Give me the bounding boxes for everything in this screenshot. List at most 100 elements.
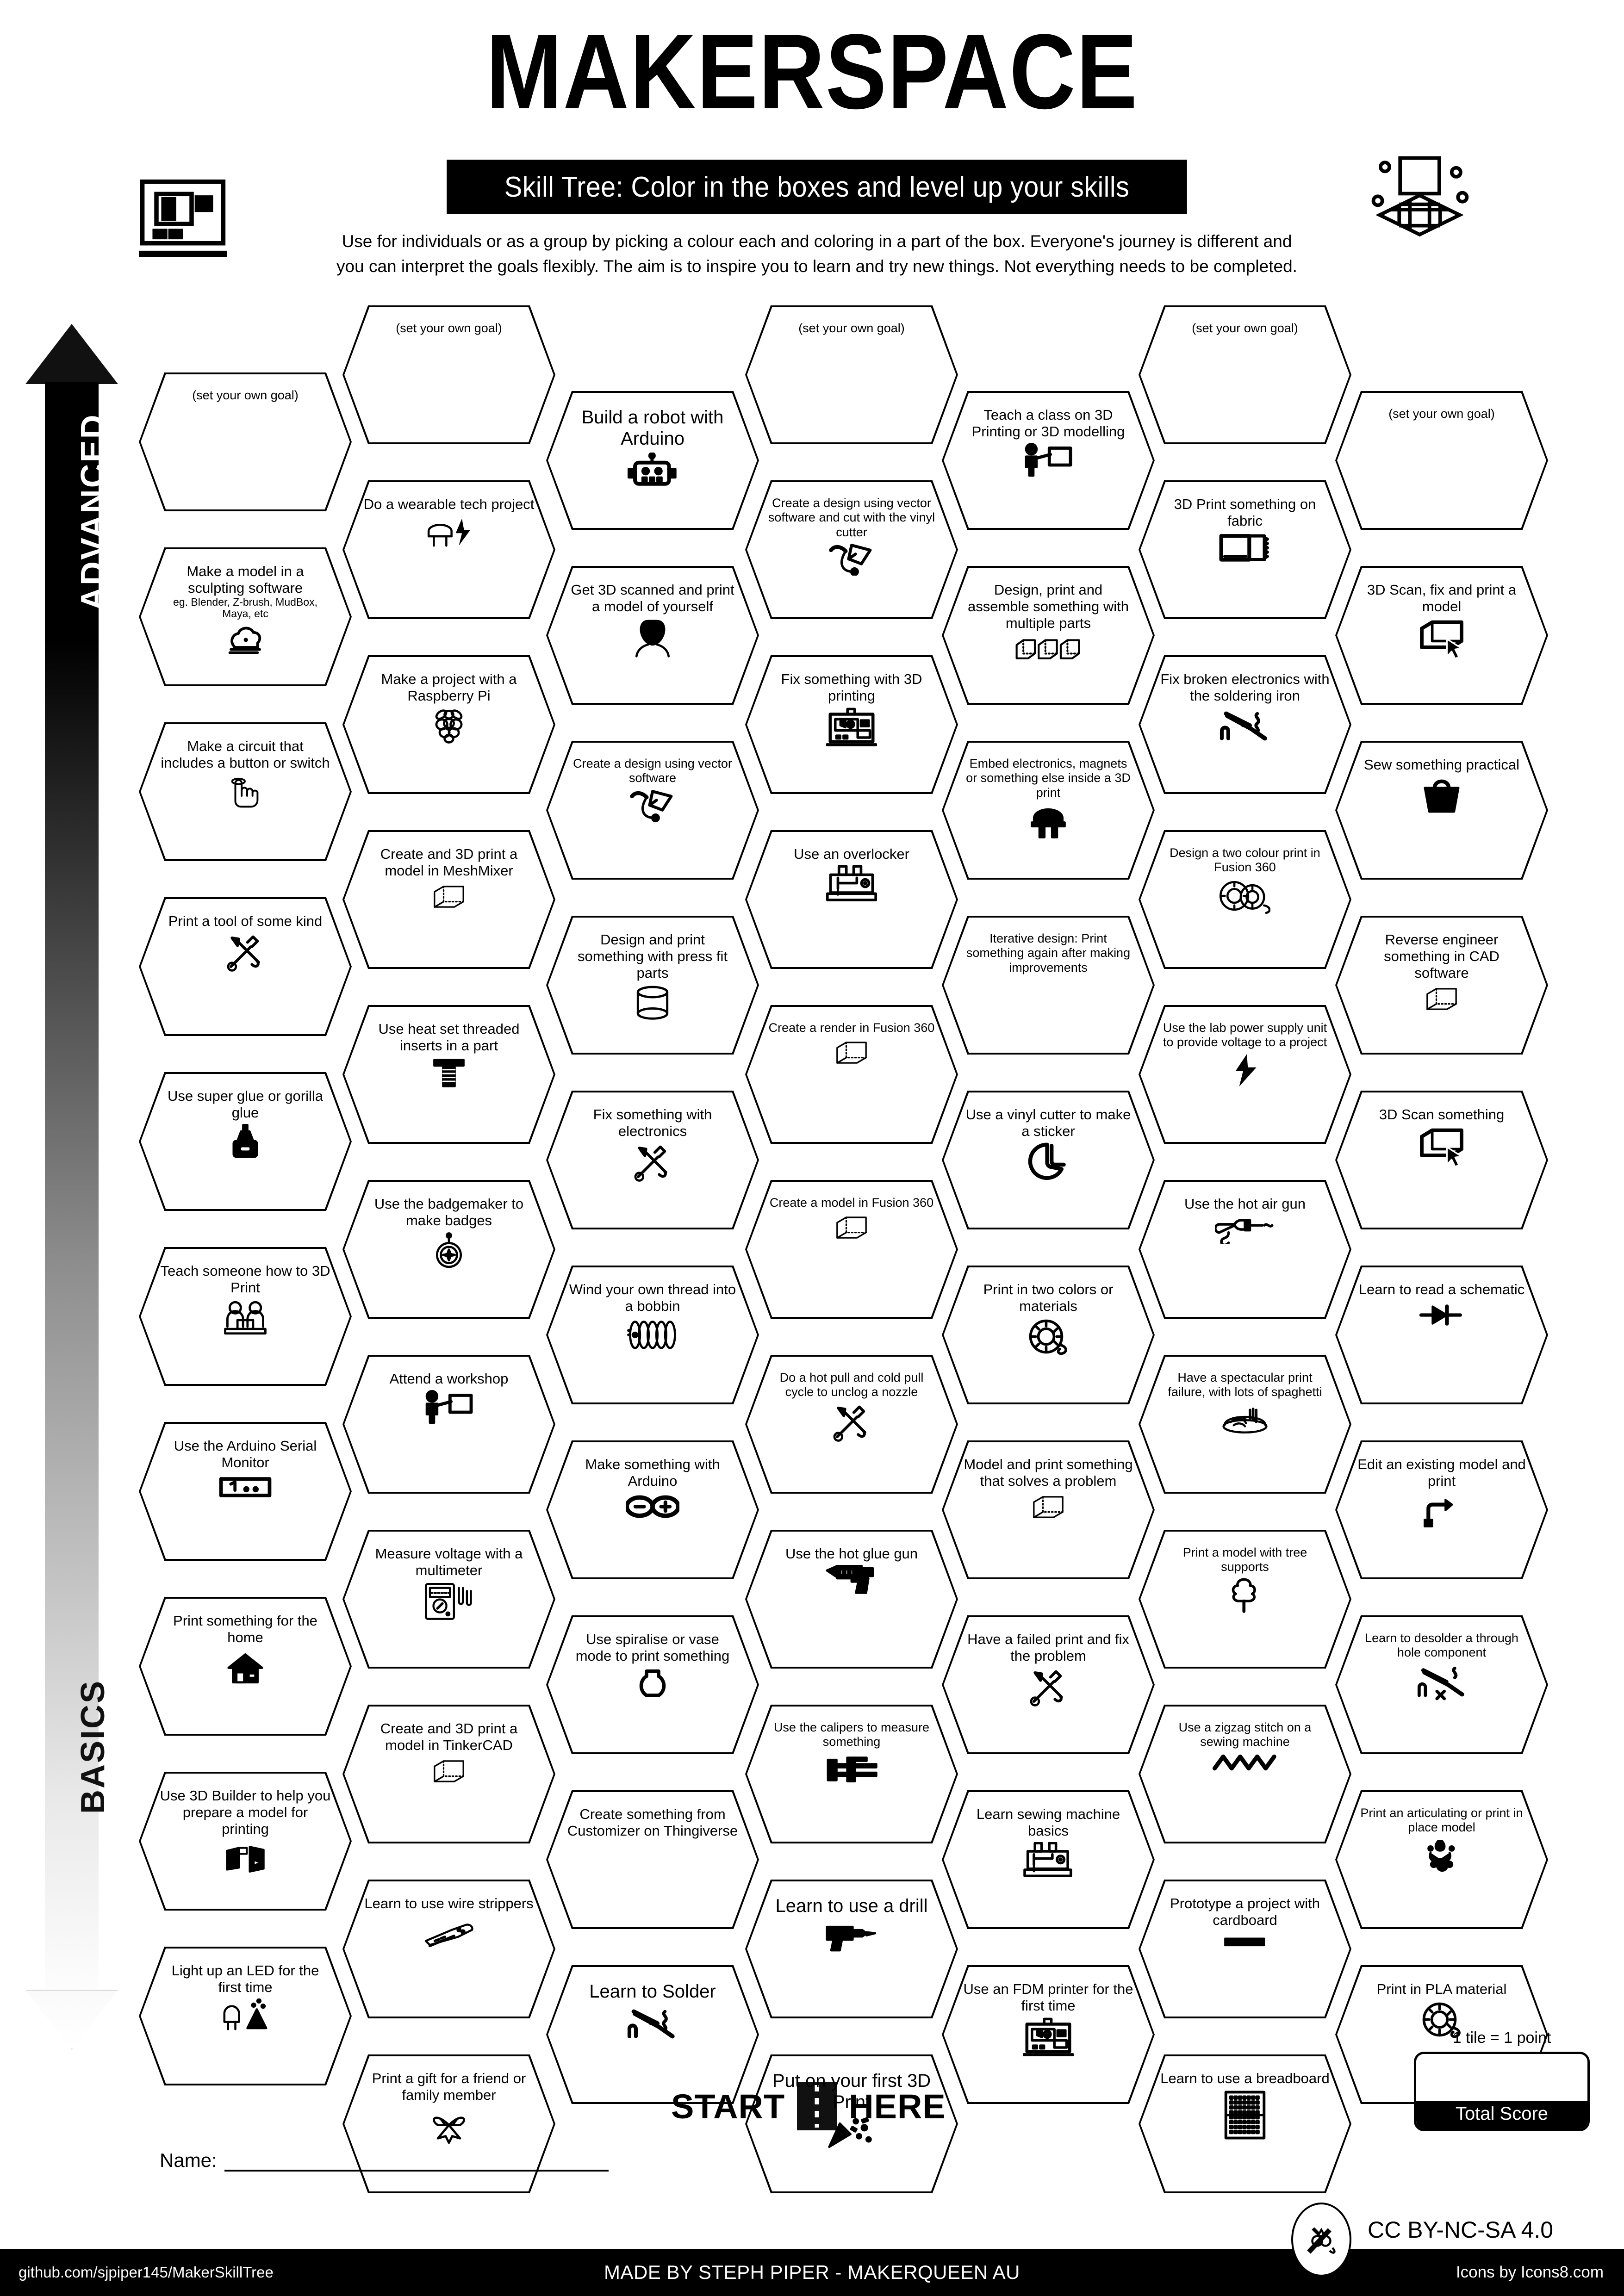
- tile-fill: [1140, 832, 1350, 967]
- skill-tile[interactable]: Use super glue or gorilla glue: [139, 1072, 352, 1211]
- skill-tile[interactable]: Edit an existing model and print: [1335, 1440, 1548, 1579]
- tile-fill: [344, 1881, 554, 2017]
- tile-fill: [1140, 1706, 1350, 1842]
- skill-tile-label: Embed electronics, magnets or something …: [966, 757, 1131, 800]
- skill-tile[interactable]: Learn to read a schematic: [1335, 1266, 1548, 1404]
- skill-tile[interactable]: Use the lab power supply unit to provide…: [1139, 1005, 1351, 1144]
- footer-icons-credit[interactable]: Icons by Icons8.com: [1456, 2263, 1604, 2281]
- score-input[interactable]: [1416, 2054, 1587, 2101]
- skill-tile[interactable]: Do a hot pull and cold pull cycle to unc…: [745, 1355, 958, 1494]
- skill-tile[interactable]: Teach a class on 3D Printing or 3D model…: [942, 391, 1155, 530]
- skill-tile[interactable]: Create a model in Fusion 360: [745, 1180, 958, 1319]
- skill-tile[interactable]: Wind your own thread into a bobbin: [546, 1266, 759, 1404]
- skill-tile[interactable]: (set your own goal): [1335, 391, 1548, 530]
- skill-tile-label: Use an FDM printer for the first time: [963, 1981, 1133, 2014]
- skill-tile[interactable]: Use a zigzag stitch on a sewing machine: [1139, 1705, 1351, 1843]
- skill-tile[interactable]: Learn to use a breadboard: [1139, 2054, 1351, 2193]
- skill-tile[interactable]: Print something for the home: [139, 1597, 352, 1736]
- skill-tile[interactable]: Create a design using vector software an…: [745, 480, 958, 619]
- skill-tile[interactable]: Create a design using vector software: [546, 741, 759, 880]
- skill-tile[interactable]: Use the hot air gun: [1139, 1180, 1351, 1319]
- skill-tile[interactable]: 3D Print something on fabric: [1139, 480, 1351, 619]
- skill-tile[interactable]: Use the badgemaker to make badges: [342, 1180, 555, 1319]
- skill-tile[interactable]: 3D Scan, fix and print a model: [1335, 566, 1548, 705]
- cc-license-badge-icon: [1291, 2203, 1351, 2277]
- skill-tile[interactable]: 3D Scan something: [1335, 1091, 1548, 1229]
- tree-icon: [1227, 1577, 1263, 1614]
- skill-tile-label: Print a model with tree supports: [1182, 1545, 1307, 1574]
- name-field-row[interactable]: Name:: [160, 2149, 609, 2172]
- skill-tile[interactable]: Create and 3D print a model in MeshMixer: [342, 830, 555, 969]
- skill-tile[interactable]: Use an overlocker: [745, 830, 958, 969]
- skill-tile[interactable]: Learn to use wire strippers: [342, 1880, 555, 2018]
- skill-tile[interactable]: Use the hot glue gun: [745, 1530, 958, 1669]
- skill-tile[interactable]: Do a wearable tech project: [342, 480, 555, 619]
- tile-fill: [944, 568, 1153, 703]
- skill-tile-label: Light up an LED for the first time: [171, 1962, 319, 1995]
- skill-tile[interactable]: Create something from Customizer on Thin…: [546, 1790, 759, 1929]
- skill-tile-label: Print an articulating or print in place …: [1360, 1806, 1523, 1835]
- skill-tile[interactable]: Make a model in a sculpting software eg. …: [139, 547, 352, 686]
- name-input-rule[interactable]: [224, 2167, 609, 2172]
- skill-tile[interactable]: (set your own goal): [1139, 305, 1351, 444]
- cube-grid-icon: [1370, 153, 1469, 245]
- screw-icon: [432, 1057, 466, 1088]
- skill-tile[interactable]: Print a tool of some kind: [139, 897, 352, 1036]
- skill-tile[interactable]: Measure voltage with a multimeter: [342, 1530, 555, 1669]
- skill-tile[interactable]: Learn to desolder a through hole compone…: [1335, 1615, 1548, 1754]
- zigzag-icon: [1213, 1752, 1277, 1773]
- skill-tile[interactable]: Model and print something that solves a …: [942, 1440, 1155, 1579]
- skill-tile[interactable]: Learn sewing machine basics: [942, 1790, 1155, 1929]
- skill-tile[interactable]: Build a robot with Arduino: [546, 391, 759, 530]
- skill-tile[interactable]: Make something with Arduino: [546, 1440, 759, 1579]
- skill-tile[interactable]: (set your own goal): [745, 305, 958, 444]
- skill-tile[interactable]: Iterative design: Print something again …: [942, 916, 1155, 1055]
- skill-tile[interactable]: Light up an LED for the first time: [139, 1947, 352, 2085]
- skill-tile[interactable]: Make a circuit that includes a button or…: [139, 722, 352, 861]
- skill-tile[interactable]: Print a model with tree supports: [1139, 1530, 1351, 1669]
- skill-tile[interactable]: Sew something practical: [1335, 741, 1548, 880]
- skill-tile[interactable]: Use a vinyl cutter to make a sticker: [942, 1091, 1155, 1229]
- glue-bottle-icon: [228, 1123, 262, 1160]
- skill-tile[interactable]: Fix something with 3D printing: [745, 655, 958, 794]
- skill-tile[interactable]: Embed electronics, magnets or something …: [942, 741, 1155, 880]
- subtitle-banner: Skill Tree: Color in the boxes and level…: [447, 160, 1187, 214]
- skill-tile[interactable]: Create and 3D print a model in TinkerCAD: [342, 1705, 555, 1843]
- skill-tile[interactable]: Use spiralise or vase mode to print some…: [546, 1615, 759, 1754]
- skill-tile[interactable]: Use heat set threaded inserts in a part: [342, 1005, 555, 1144]
- skill-tile[interactable]: Create a render in Fusion 360: [745, 1005, 958, 1144]
- skill-tile[interactable]: (set your own goal): [139, 372, 352, 511]
- led-icon: [1029, 803, 1068, 839]
- footer-github-link[interactable]: github.com/sjpiper145/MakerSkillTree: [19, 2264, 274, 2281]
- score-box[interactable]: Total Score: [1414, 2052, 1590, 2131]
- skill-tile[interactable]: Fix something with electronics: [546, 1091, 759, 1229]
- skill-tile[interactable]: Make a project with a Raspberry Pi: [342, 655, 555, 794]
- skill-tile-label: Print in PLA material: [1376, 1981, 1507, 1997]
- skill-tile[interactable]: Prototype a project with cardboard: [1139, 1880, 1351, 2018]
- skill-tile[interactable]: Print a gift for a friend or family memb…: [342, 2054, 555, 2193]
- skill-tile[interactable]: Fix broken electronics with the solderin…: [1139, 655, 1351, 794]
- skill-tile[interactable]: Learn to use a drill: [745, 1880, 958, 2018]
- skill-tile[interactable]: Attend a workshop: [342, 1355, 555, 1494]
- skill-tile[interactable]: Use 3D Builder to help you prepare a mod…: [139, 1772, 352, 1911]
- skill-tile[interactable]: Teach someone how to 3D Print: [139, 1247, 352, 1386]
- cube-icon: [832, 1213, 871, 1242]
- skill-tile[interactable]: Have a spectacular print failure, with l…: [1139, 1355, 1351, 1494]
- skill-tile[interactable]: Learn to Solder: [546, 1965, 759, 2104]
- tile-fill: [141, 724, 350, 859]
- skill-tile[interactable]: Use an FDM printer for the first time: [942, 1965, 1155, 2104]
- skill-tile[interactable]: Put on your first 3D Print: [745, 2054, 958, 2193]
- drill-icon: [825, 1919, 878, 1954]
- skill-tile[interactable]: Use the calipers to measure something: [745, 1705, 958, 1843]
- skill-tile[interactable]: Print an articulating or print in place …: [1335, 1790, 1548, 1929]
- skill-tile[interactable]: Reverse engineer something in CAD softwa…: [1335, 916, 1548, 1055]
- skill-tile[interactable]: (set your own goal): [342, 305, 555, 444]
- skill-tile[interactable]: Use the Arduino Serial Monitor: [139, 1422, 352, 1561]
- skill-tile[interactable]: Have a failed print and fix the problem: [942, 1615, 1155, 1754]
- skill-tile[interactable]: Print in two colors or materials: [942, 1266, 1155, 1404]
- skill-tile[interactable]: Design and print something with press fi…: [546, 916, 759, 1055]
- skill-tile[interactable]: Design a two colour print in Fusion 360: [1139, 830, 1351, 969]
- skill-tile[interactable]: Get 3D scanned and print a model of your…: [546, 566, 759, 705]
- skill-tile[interactable]: Design, print and assemble something wit…: [942, 566, 1155, 705]
